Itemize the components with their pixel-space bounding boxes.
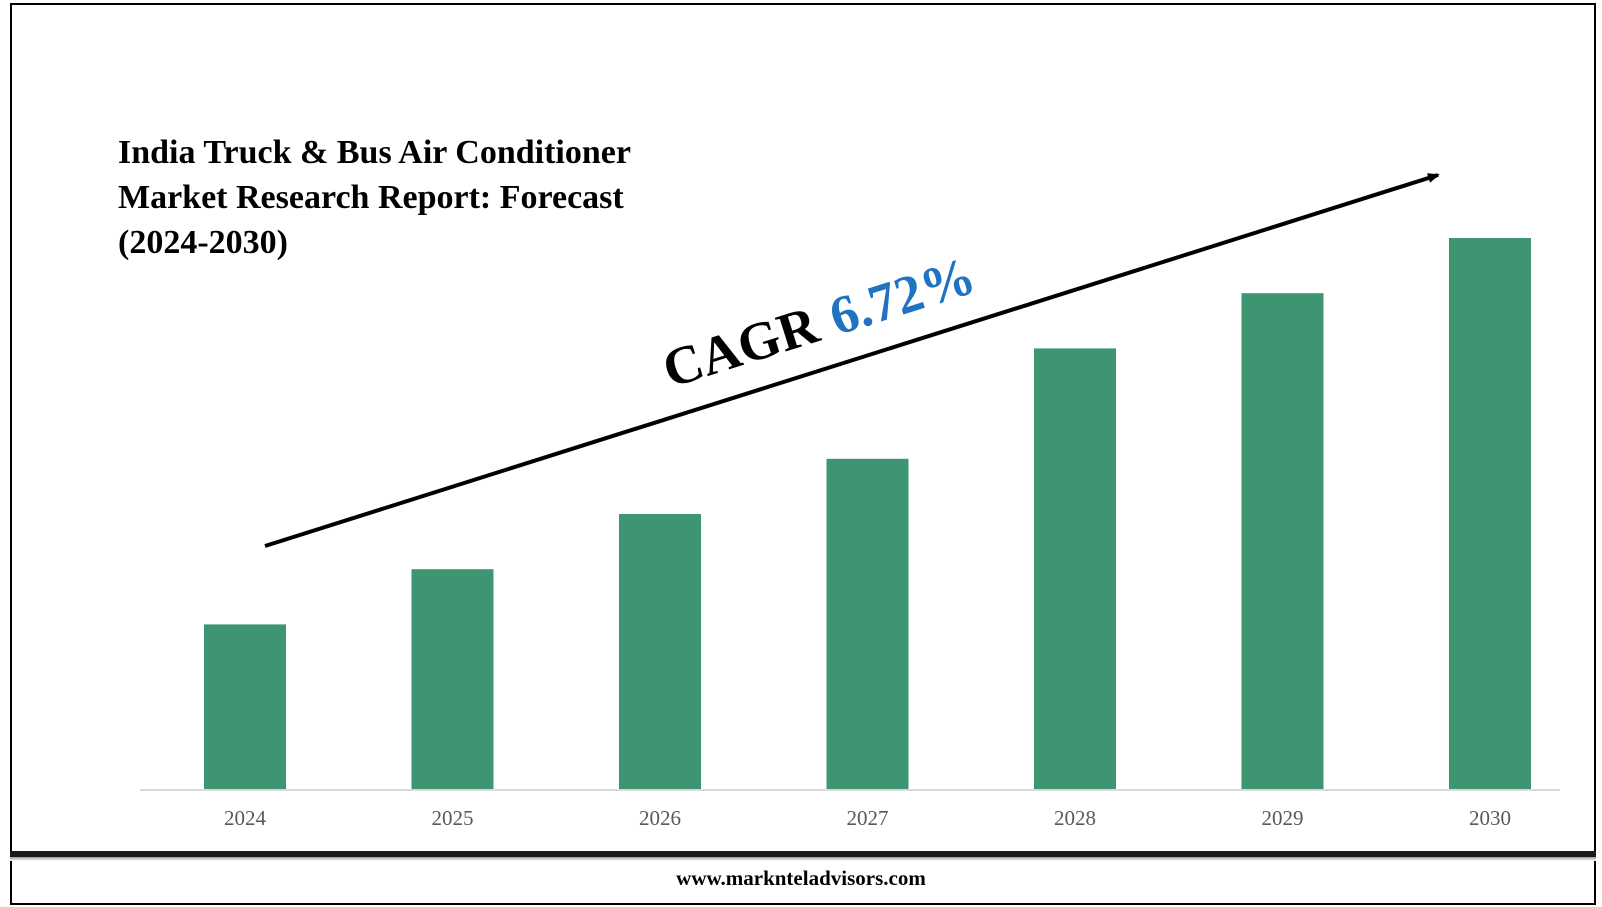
bar-2025 — [411, 569, 494, 790]
x-tick-label-2024: 2024 — [224, 806, 267, 830]
cagr-value: 6.72% — [822, 245, 982, 347]
cagr-label: CAGR — [656, 294, 827, 399]
bar-2027 — [826, 458, 909, 790]
footer-divider — [10, 851, 1596, 857]
bar-2029 — [1241, 293, 1324, 790]
x-tick-label-2025: 2025 — [432, 806, 474, 830]
x-tick-label-2029: 2029 — [1262, 806, 1304, 830]
chart-frame — [10, 3, 1596, 905]
chart-title: India Truck & Bus Air Conditioner Market… — [118, 130, 718, 265]
footer-url: www.marknteladvisors.com — [676, 866, 926, 890]
title-line-1: India Truck & Bus Air Conditioner — [118, 134, 631, 171]
x-tick-label-2028: 2028 — [1054, 806, 1096, 830]
cagr-annotation: CAGR 6.72% — [656, 245, 983, 400]
bar-2026 — [619, 514, 701, 790]
x-axis-ticks: 2024 2025 2026 2027 2028 2029 2030 — [224, 806, 1511, 830]
bar-2028 — [1034, 348, 1116, 790]
bar-series — [204, 238, 1531, 790]
trend-arrow — [264, 173, 1440, 548]
bar-2024 — [204, 624, 286, 790]
title-line-3: (2024-2030) — [118, 224, 288, 261]
x-tick-label-2026: 2026 — [639, 806, 681, 830]
bar-2030 — [1449, 238, 1531, 790]
footer-divider-shadow — [10, 857, 1596, 861]
x-tick-label-2027: 2027 — [847, 806, 889, 830]
title-line-2: Market Research Report: Forecast — [118, 179, 624, 216]
x-tick-label-2030: 2030 — [1469, 806, 1511, 830]
